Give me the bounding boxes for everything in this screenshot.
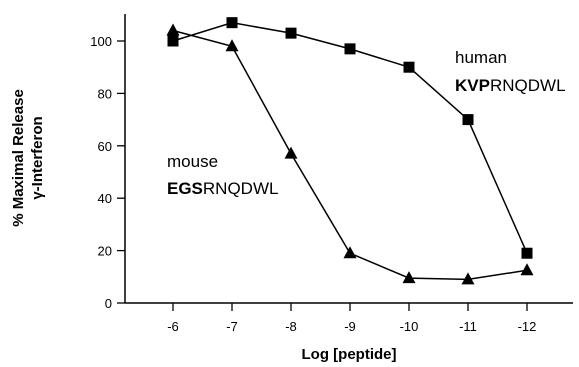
x-tick-label: -6 <box>167 319 179 334</box>
y-tick-label: 60 <box>98 139 112 154</box>
triangle-marker <box>343 246 357 259</box>
square-marker <box>285 27 297 39</box>
triangle-marker <box>166 23 180 36</box>
triangle-marker <box>520 263 534 276</box>
annotation-human-line2: KVPRNQDWL <box>455 76 566 95</box>
annotation-mouse: mouse EGSRNQDWL <box>167 152 278 198</box>
x-tick-label: -11 <box>459 319 477 334</box>
x-ticks: -6 -7 -8 -9 -10 -11 -12 <box>167 303 536 334</box>
annotation-human: human KVPRNQDWL <box>455 48 566 95</box>
annotation-human-rest: RNQDWL <box>490 76 566 95</box>
x-tick-label: -9 <box>344 319 356 334</box>
series-line-triangle <box>172 29 528 281</box>
y-ticks: 0 20 40 60 80 100 <box>90 34 125 311</box>
annotation-mouse-line2: EGSRNQDWL <box>167 179 278 198</box>
x-axis-label: Log [peptide] <box>302 346 397 363</box>
y-tick-label: 40 <box>98 191 112 206</box>
y-tick-label: 100 <box>90 34 112 49</box>
square-marker <box>344 43 356 55</box>
triangle-marker <box>461 272 475 285</box>
square-marker <box>462 114 474 126</box>
annotation-human-bold: KVP <box>455 76 490 95</box>
annotation-mouse-rest: RNQDWL <box>203 179 279 198</box>
x-tick-label: -10 <box>400 319 419 334</box>
x-tick-label: -12 <box>518 319 537 334</box>
annotation-mouse-bold: EGS <box>167 179 203 198</box>
y-axis-label-group: % Maximal Release γ-Interferon <box>10 89 46 227</box>
square-marker <box>226 17 238 29</box>
x-tick-label: -7 <box>226 319 238 334</box>
triangle-marker <box>225 39 239 52</box>
y-axis-label-line2: γ-Interferon <box>29 116 46 199</box>
square-marker <box>403 61 415 73</box>
square-marker <box>521 247 533 259</box>
y-axis-label-line1: % Maximal Release <box>10 89 27 227</box>
triangle-marker <box>402 271 416 284</box>
x-tick-label: -8 <box>285 319 297 334</box>
y-tick-label: 80 <box>98 86 112 101</box>
annotation-human-line1: human <box>455 48 507 67</box>
square-marker <box>167 35 179 47</box>
triangle-marker <box>284 146 298 159</box>
axes <box>124 14 573 304</box>
y-tick-label: 0 <box>105 296 112 311</box>
series-group <box>166 17 534 285</box>
y-tick-label: 20 <box>98 244 112 259</box>
annotation-mouse-line1: mouse <box>167 152 218 171</box>
